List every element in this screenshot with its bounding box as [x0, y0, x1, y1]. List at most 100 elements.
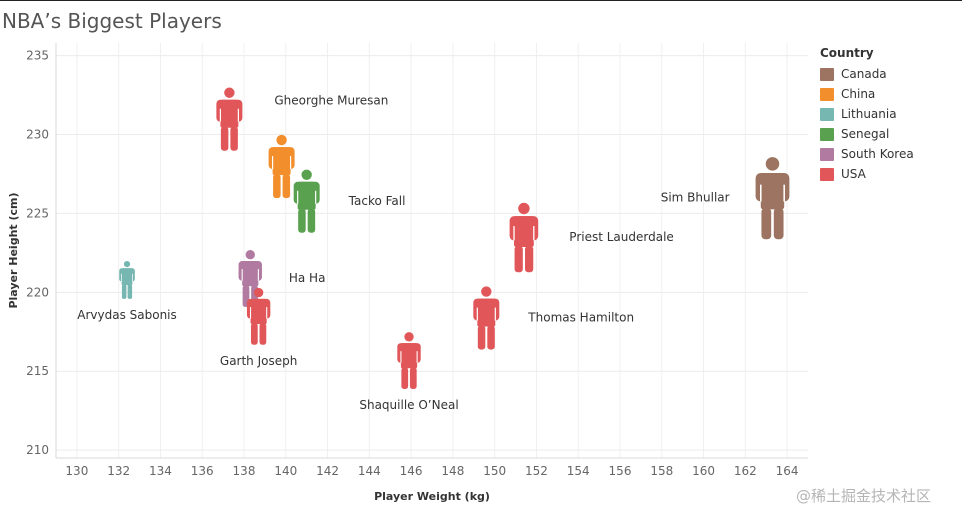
right-leg [773, 208, 784, 240]
data-label: Garth Joseph [220, 354, 297, 368]
top-rule [0, 0, 962, 1]
x-tick-label: 150 [483, 464, 506, 478]
player-mark [397, 332, 421, 389]
x-tick-label: 156 [609, 464, 632, 478]
legend-item[interactable]: Lithuania [820, 104, 914, 124]
y-tick-label: 230 [26, 128, 49, 142]
right-leg [525, 245, 534, 273]
player-mark [293, 169, 320, 233]
x-tick-label: 162 [734, 464, 757, 478]
left-leg [477, 325, 486, 350]
right-leg [127, 284, 133, 299]
right-leg [487, 325, 495, 350]
hips [760, 172, 785, 210]
hips [477, 298, 496, 327]
x-tick-label: 164 [776, 464, 799, 478]
legend-item[interactable]: South Korea [820, 144, 914, 164]
data-label: Thomas Hamilton [527, 311, 634, 325]
player-mark [509, 202, 539, 273]
legend-item[interactable]: Senegal [820, 124, 914, 144]
player-mark [216, 87, 243, 151]
hips [220, 99, 239, 128]
legend-label: USA [841, 167, 866, 181]
x-tick-label: 158 [650, 464, 673, 478]
right-leg [409, 367, 417, 389]
head [276, 134, 287, 146]
legend-label: China [841, 87, 876, 101]
x-tick-label: 144 [358, 464, 381, 478]
head [301, 169, 312, 180]
hips [272, 147, 291, 176]
x-tick-label: 142 [316, 464, 339, 478]
player-mark [473, 286, 500, 350]
legend-label: South Korea [841, 147, 914, 161]
chart-title: NBA’s Biggest Players [2, 9, 222, 33]
left-leg [298, 208, 306, 233]
hips [250, 298, 267, 325]
legend-item[interactable]: USA [820, 164, 914, 184]
legend: Country Canada China Lithuania Senegal South… [820, 46, 914, 184]
head [765, 157, 780, 171]
left-leg [514, 245, 523, 273]
data-label: Arvydas Sabonis [77, 308, 177, 322]
right-leg [259, 323, 267, 345]
right-leg [230, 126, 238, 151]
player-mark [238, 250, 262, 307]
left-leg [761, 208, 772, 240]
y-axis-title: Player Height (cm) [7, 192, 20, 308]
left-leg [273, 174, 281, 199]
right-leg [307, 208, 316, 233]
x-tick-label: 154 [567, 464, 590, 478]
x-tick-label: 134 [149, 464, 172, 478]
head [518, 202, 530, 215]
x-tick-label: 160 [692, 464, 715, 478]
data-label: Shaquille O’Neal [359, 398, 458, 412]
legend-title: Country [820, 46, 874, 60]
hips [242, 261, 259, 287]
x-axis-title: Player Weight (kg) [374, 490, 490, 503]
hips [297, 181, 316, 210]
x-tick-label: 136 [191, 464, 214, 478]
player-mark [246, 287, 271, 345]
legend-label: Lithuania [841, 107, 897, 121]
right-leg [282, 174, 291, 199]
data-label: Sim Bhullar [661, 191, 730, 205]
head [224, 87, 235, 98]
legend-swatch [820, 167, 834, 181]
legend-swatch [820, 67, 834, 81]
player-mark [268, 134, 295, 199]
legend-label: Canada [841, 67, 887, 81]
left-leg [220, 126, 229, 151]
data-label: Priest Lauderdale [569, 230, 674, 244]
left-leg [401, 367, 409, 389]
data-label: Tacko Fall [348, 194, 406, 208]
hips [400, 343, 418, 369]
y-tick-label: 235 [26, 49, 49, 63]
legend-swatch [820, 107, 834, 121]
data-label: Ha Ha [289, 271, 326, 285]
data-label: Gheorghe Muresan [274, 94, 388, 108]
x-tick-label: 140 [274, 464, 297, 478]
player-mark [755, 157, 790, 240]
x-tick-label: 148 [441, 464, 464, 478]
y-tick-label: 220 [26, 285, 49, 299]
hips [121, 268, 133, 286]
left-leg [250, 323, 258, 345]
legend-swatch [820, 147, 834, 161]
y-tick-label: 225 [26, 206, 49, 220]
hips [514, 216, 534, 247]
x-tick-label: 130 [65, 464, 88, 478]
y-tick-label: 215 [26, 364, 49, 378]
x-tick-label: 132 [107, 464, 130, 478]
legend-label: Senegal [841, 127, 890, 141]
watermark: @稀土掘金技术社区 [796, 487, 932, 505]
player-mark [119, 260, 135, 299]
legend-swatch [820, 87, 834, 101]
head [253, 287, 264, 298]
legend-item[interactable]: Canada [820, 64, 914, 84]
legend-swatch [820, 127, 834, 141]
left-leg [121, 284, 127, 299]
x-tick-label: 152 [525, 464, 548, 478]
head [481, 286, 492, 297]
legend-item[interactable]: China [820, 84, 914, 104]
